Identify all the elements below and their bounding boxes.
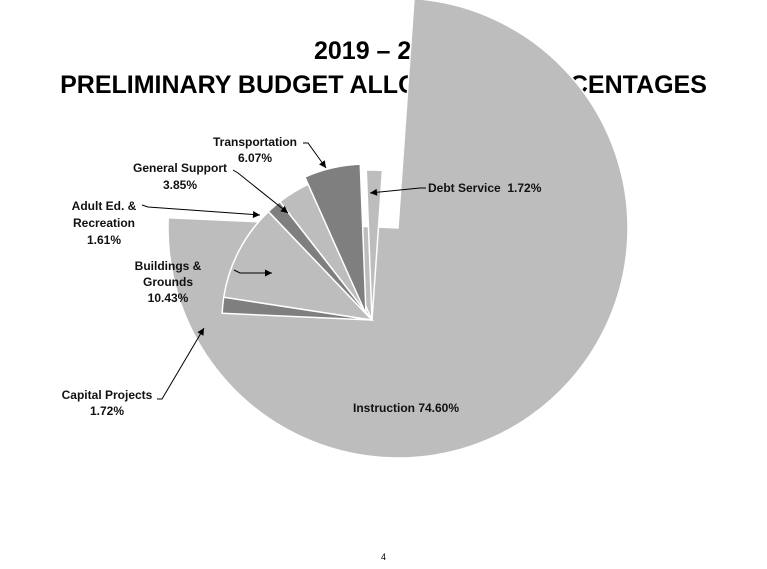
slice-label-line: Buildings & bbox=[135, 259, 202, 273]
slice-label-buildings-grounds: Buildings & Grounds 10.43% bbox=[135, 259, 202, 305]
slice-label-line: Transportation bbox=[213, 135, 297, 149]
pie-slice-transportation bbox=[303, 163, 367, 315]
leader-arrow-icon bbox=[370, 188, 378, 196]
leader-arrow-icon bbox=[319, 160, 326, 168]
slice-label-capital-projects: Capital Projects 1.72% bbox=[62, 388, 153, 418]
leader-arrow-icon bbox=[265, 269, 272, 277]
leader-line bbox=[157, 327, 205, 400]
pie-slice-debt-service bbox=[365, 169, 384, 321]
slice-label-adult-ed-recreation: Adult Ed. & Recreation 1.61% bbox=[72, 199, 137, 247]
slice-label-line: 6.07% bbox=[238, 151, 272, 165]
pie-slice-buildings-grounds bbox=[222, 210, 375, 322]
leader-line bbox=[141, 204, 261, 216]
slice-label-transportation: Transportation 6.07% bbox=[213, 135, 297, 165]
slice-label-line: Adult Ed. & bbox=[72, 199, 137, 213]
page-number: 4 bbox=[380, 552, 386, 562]
slice-label-line: 1.61% bbox=[87, 233, 121, 247]
slice-label-line: Grounds bbox=[143, 275, 193, 289]
slice-label-line: 3.85% bbox=[163, 178, 197, 192]
slice-label-line: Capital Projects bbox=[62, 388, 153, 402]
leader-arrow-icon bbox=[197, 328, 204, 336]
leader-line bbox=[303, 142, 327, 169]
slice-label-line: Recreation bbox=[73, 216, 135, 230]
leader-line bbox=[232, 169, 289, 214]
slice-label-general-support: General Support 3.85% bbox=[133, 161, 227, 192]
leader-line bbox=[233, 269, 272, 274]
leader-arrow-icon bbox=[252, 211, 260, 218]
slice-label-line: 10.43% bbox=[148, 291, 189, 305]
pie-slice-instruction bbox=[167, 0, 629, 459]
leader-arrow-icon bbox=[280, 205, 288, 213]
slice-label-debt-service: Debt Service 1.72% bbox=[428, 181, 542, 195]
slice-label-line: Instruction 74.60% bbox=[353, 401, 459, 415]
slice-label-line: General Support bbox=[133, 161, 227, 175]
chart-title-line-2: PRELIMINARY BUDGET ALLOCATION PERCENTAGE… bbox=[60, 71, 707, 99]
slice-label-line: Debt Service 1.72% bbox=[428, 181, 542, 195]
slice-label-line: 1.72% bbox=[90, 404, 124, 418]
slice-label-instruction: Instruction 74.60% bbox=[353, 401, 459, 415]
leader-line bbox=[369, 187, 426, 194]
